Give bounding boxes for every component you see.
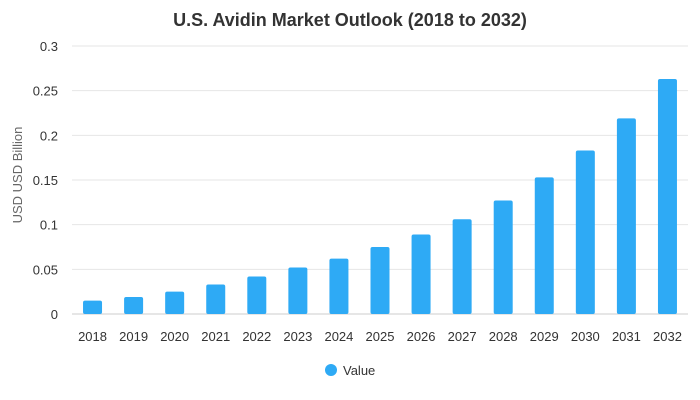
bar-2023[interactable] [288, 267, 308, 314]
x-tick-label: 2023 [283, 329, 312, 344]
bar-2025[interactable] [370, 247, 390, 314]
x-tick-label: 2026 [407, 329, 436, 344]
bar-2018[interactable] [83, 300, 103, 314]
chart-title: U.S. Avidin Market Outlook (2018 to 2032… [173, 10, 527, 30]
grid-lines [72, 45, 688, 315]
bar-2029[interactable] [534, 177, 554, 314]
bar-2020[interactable] [165, 291, 185, 314]
legend[interactable]: Value [325, 363, 375, 378]
y-tick-label: 0.1 [40, 218, 58, 233]
bar-2021[interactable] [206, 284, 226, 314]
x-tick-label: 2019 [119, 329, 148, 344]
bar-2019[interactable] [124, 297, 144, 314]
legend-marker[interactable] [325, 364, 337, 376]
x-tick-label: 2020 [160, 329, 189, 344]
y-axis-label: USD USD Billion [10, 127, 25, 224]
x-tick-label: 2025 [366, 329, 395, 344]
y-tick-label: 0.2 [40, 128, 58, 143]
y-tick-label: 0.15 [33, 173, 58, 188]
x-tick-label: 2024 [324, 329, 353, 344]
x-tick-label: 2030 [571, 329, 600, 344]
bar-2030[interactable] [575, 150, 595, 314]
x-tick-label: 2027 [448, 329, 477, 344]
y-axis-ticks: 0 0.05 0.1 0.15 0.2 0.25 0.3 [33, 39, 58, 322]
x-tick-label: 2029 [530, 329, 559, 344]
x-tick-label: 2022 [242, 329, 271, 344]
bar-2032[interactable] [657, 79, 677, 314]
x-tick-label: 2031 [612, 329, 641, 344]
x-axis-ticks: 2018 2019 2020 2021 2022 2023 2024 2025 2026 2027… [78, 329, 682, 344]
y-tick-label: 0.25 [33, 84, 58, 99]
y-tick-label: 0 [51, 307, 58, 322]
bar-2031[interactable] [616, 118, 636, 314]
x-tick-label: 2018 [78, 329, 107, 344]
bar-2027[interactable] [452, 219, 472, 314]
y-tick-label: 0.3 [40, 39, 58, 54]
bar-2024[interactable] [329, 258, 349, 314]
x-tick-label: 2021 [201, 329, 230, 344]
x-tick-label: 2028 [489, 329, 518, 344]
bar-series [83, 79, 677, 314]
bar-2028[interactable] [493, 200, 513, 314]
y-tick-label: 0.05 [33, 262, 58, 277]
bar-2026[interactable] [411, 234, 431, 314]
legend-label[interactable]: Value [343, 363, 375, 378]
x-tick-label: 2032 [653, 329, 682, 344]
bar-2022[interactable] [247, 276, 267, 314]
